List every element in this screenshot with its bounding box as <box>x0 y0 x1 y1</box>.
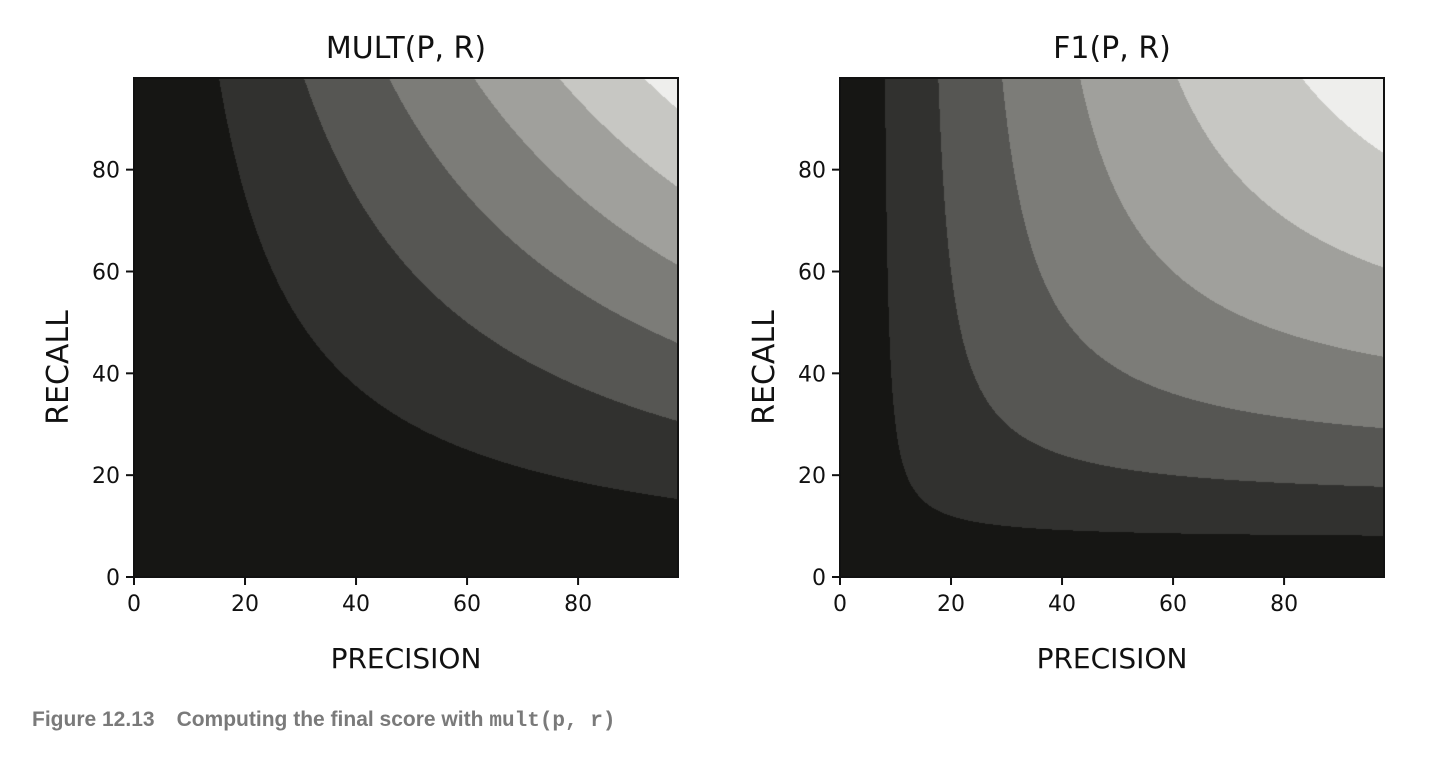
caption-text: Computing the final score with <box>176 708 484 731</box>
y-tick-label: 60 <box>798 260 826 285</box>
y-tick-label: 60 <box>92 260 120 285</box>
y-tick-label: 20 <box>798 464 826 489</box>
x-tick-label: 80 <box>564 592 592 617</box>
y-tick-label: 40 <box>92 362 120 387</box>
y-tick-label: 20 <box>92 464 120 489</box>
x-axis-label: PRECISION <box>1037 642 1188 675</box>
charts-figure: MULT(P, R) 0 20 40 60 80 0 20 40 60 80 PRECISION REC… <box>41 31 1385 675</box>
mult-chart: MULT(P, R) 0 20 40 60 80 0 20 40 60 80 PRECISION REC… <box>41 31 679 675</box>
figure-caption: Figure 12.13 Computing the final score wi… <box>32 708 615 733</box>
x-tick-label: 60 <box>1159 592 1187 617</box>
x-tick-label: 40 <box>342 592 370 617</box>
figure-label: Figure 12.13 <box>32 708 155 731</box>
plot-frame <box>133 77 679 578</box>
y-tick-label: 0 <box>812 566 826 591</box>
contour-fill <box>134 78 678 577</box>
chart-title: F1(P, R) <box>1053 31 1171 66</box>
y-axis-label: RECALL <box>747 310 782 425</box>
x-tick-label: 0 <box>833 592 847 617</box>
y-tick-label: 80 <box>92 159 120 184</box>
x-tick-label: 20 <box>937 592 965 617</box>
plot-frame <box>839 77 1385 578</box>
x-tick-label: 20 <box>231 592 259 617</box>
x-tick-label: 0 <box>127 592 141 617</box>
y-tick-label: 0 <box>106 566 120 591</box>
y-tick-label: 40 <box>798 362 826 387</box>
x-tick-label: 60 <box>453 592 481 617</box>
y-tick-label: 80 <box>798 159 826 184</box>
f1-chart: F1(P, R) 0 20 40 60 80 0 20 40 60 80 PRECISION RECAL… <box>747 31 1385 675</box>
y-axis-label: RECALL <box>41 310 76 425</box>
x-tick-label: 80 <box>1270 592 1298 617</box>
x-axis-label: PRECISION <box>331 642 482 675</box>
contour-fill <box>840 78 1384 577</box>
caption-code: mult(p, r) <box>489 710 616 733</box>
x-tick-label: 40 <box>1048 592 1076 617</box>
chart-title: MULT(P, R) <box>326 31 486 66</box>
